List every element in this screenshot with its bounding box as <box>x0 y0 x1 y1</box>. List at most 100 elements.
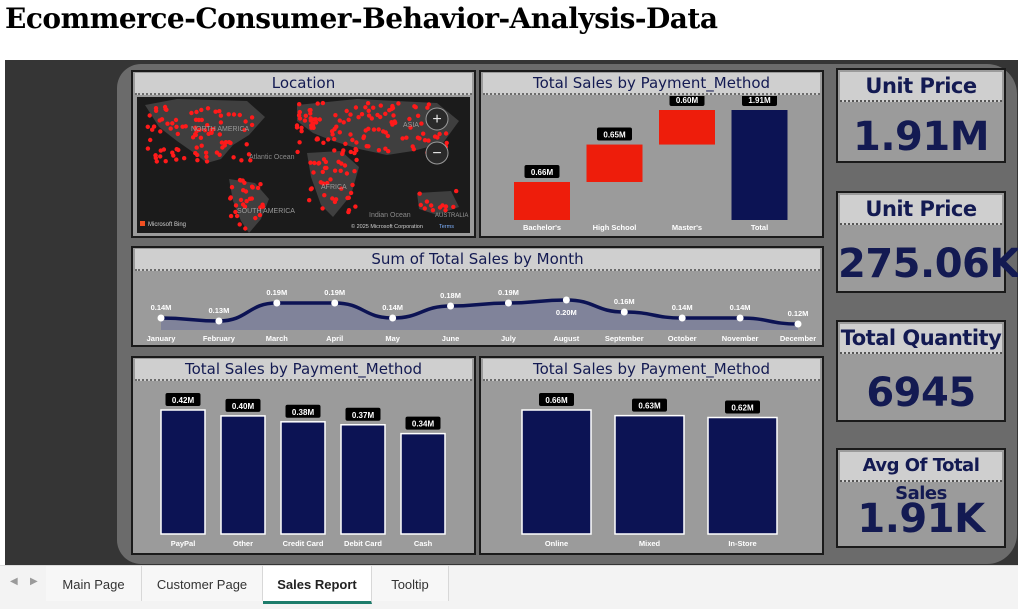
map-point <box>242 204 248 209</box>
map-point <box>426 138 431 143</box>
map-point <box>353 204 358 209</box>
monthly-point <box>736 314 744 322</box>
map-terms-link[interactable]: Terms <box>439 224 454 230</box>
map-point <box>346 117 351 122</box>
map-label-north-america: NORTH AMERICA <box>191 126 250 133</box>
monthly-panel[interactable]: Sum of Total Sales by Month 0.14M January… <box>131 246 824 347</box>
channel-data-label-bg <box>632 398 667 412</box>
map-point <box>231 155 236 160</box>
map-point <box>250 185 255 190</box>
map-points <box>145 100 459 231</box>
kpi-card-unit-price-2[interactable]: Unit Price 275.06K <box>836 191 1018 293</box>
map-point <box>315 101 320 106</box>
map-point <box>366 113 372 118</box>
map-point <box>344 108 349 114</box>
map-point <box>308 187 314 192</box>
map-point <box>219 140 225 145</box>
map-point <box>344 171 350 176</box>
kpi-card-avg-total-sales[interactable]: Avg Of Total Sales 1.91K <box>836 448 1006 548</box>
map-point <box>321 181 326 186</box>
monthly-chart[interactable]: 0.14M January 0.13M February 0.19M March 0.19M… <box>133 272 822 345</box>
map-point <box>158 154 163 159</box>
tab-main-page[interactable]: Main Page <box>46 566 142 601</box>
map-point <box>308 160 313 165</box>
map-point <box>413 105 418 110</box>
map-point <box>426 102 432 107</box>
payment-category-label: Credit Card <box>283 539 324 548</box>
monthly-category-label: October <box>668 334 697 343</box>
map-point <box>174 147 179 152</box>
waterfall-data-label: 0.66M <box>531 168 554 177</box>
monthly-data-label: 0.13M <box>208 306 229 315</box>
map-point <box>168 126 173 131</box>
map-point <box>415 113 421 118</box>
map-point <box>239 158 244 163</box>
map-point <box>294 123 300 128</box>
payment-data-label-bg <box>165 393 201 406</box>
map-point <box>193 125 198 130</box>
map-point <box>415 135 421 140</box>
channel-category-label: Online <box>545 539 568 548</box>
map-point <box>199 143 204 148</box>
monthly-category-label: May <box>385 334 400 343</box>
map-point <box>231 112 237 117</box>
map-point <box>422 138 428 143</box>
map-point <box>244 142 249 147</box>
kpi-title: Unit Price <box>840 195 1002 225</box>
map-point <box>241 188 246 193</box>
channel-data-label: 0.62M <box>731 404 754 413</box>
payment-data-label-bg <box>405 416 441 430</box>
waterfall-bar <box>731 110 788 220</box>
tab-customer-page[interactable]: Customer Page <box>142 566 263 601</box>
waterfall-panel[interactable]: Total Sales by Payment_Method 0.66M Bache… <box>479 70 824 238</box>
tab-tooltip[interactable]: Tooltip <box>372 566 449 601</box>
map-point <box>383 111 388 116</box>
map-point <box>182 156 187 161</box>
bing-label: Microsoft Bing <box>148 222 186 228</box>
payment-chart[interactable]: 0.42M PayPal 0.40M Other 0.38M Credit Card 0.3… <box>133 382 474 553</box>
map-point <box>312 160 317 166</box>
map-point <box>165 121 170 126</box>
waterfall-title: Total Sales by Payment_Method <box>483 73 820 95</box>
map-point <box>218 113 224 118</box>
map-point <box>151 124 157 129</box>
next-page-icon[interactable]: ▶ <box>30 576 38 587</box>
prev-page-icon[interactable]: ◀ <box>10 576 18 587</box>
channel-panel[interactable]: Total Sales by Payment_Method 0.66M Onlin… <box>479 356 824 555</box>
map-point <box>383 146 388 151</box>
zoom-in-button[interactable]: + <box>425 107 449 131</box>
map-point <box>400 136 405 141</box>
zoom-out-button[interactable]: − <box>425 141 449 165</box>
waterfall-chart[interactable]: 0.66M Bachelor's 0.65M High School 0.60M Mast… <box>481 96 822 236</box>
kpi-card-unit-price[interactable]: Unit Price 1.91M <box>836 68 1006 163</box>
map-point <box>175 131 180 137</box>
map-point <box>320 100 326 106</box>
map-point <box>389 106 394 112</box>
map-point <box>348 149 353 155</box>
map-point <box>435 135 440 140</box>
payment-category-label: PayPal <box>171 539 196 548</box>
location-map[interactable]: NORTH AMERICA Atlantic Ocean AFRICA SOUT… <box>137 97 470 233</box>
map-point <box>366 144 371 149</box>
map-point <box>410 144 415 149</box>
channel-data-label: 0.63M <box>638 402 661 411</box>
map-point <box>258 205 263 210</box>
map-point <box>322 193 327 198</box>
map-label-asia: ASIA <box>403 122 419 129</box>
map-point <box>145 146 151 151</box>
payment-panel[interactable]: Total Sales by Payment_Method 0.42M PayPa… <box>131 356 476 555</box>
channel-data-label-bg <box>539 393 574 406</box>
map-point <box>396 101 401 106</box>
kpi-title: Unit Price <box>840 72 1002 102</box>
map-point <box>350 182 355 188</box>
channel-bar <box>521 409 592 535</box>
map-point <box>173 117 179 123</box>
channel-chart[interactable]: 0.66M Online 0.63M Mixed 0.62M In-Store <box>481 382 822 553</box>
map-point <box>371 127 377 132</box>
kpi-value: 275.06K <box>838 241 1018 287</box>
map-point <box>158 148 163 153</box>
tab-sales-report[interactable]: Sales Report <box>263 566 372 604</box>
map-point <box>195 152 200 158</box>
kpi-card-total-quantity[interactable]: Total Quantity 6945 <box>836 320 1006 422</box>
map-panel[interactable]: Location NORTH AMERICA Atlantic Ocean AF… <box>131 70 476 238</box>
